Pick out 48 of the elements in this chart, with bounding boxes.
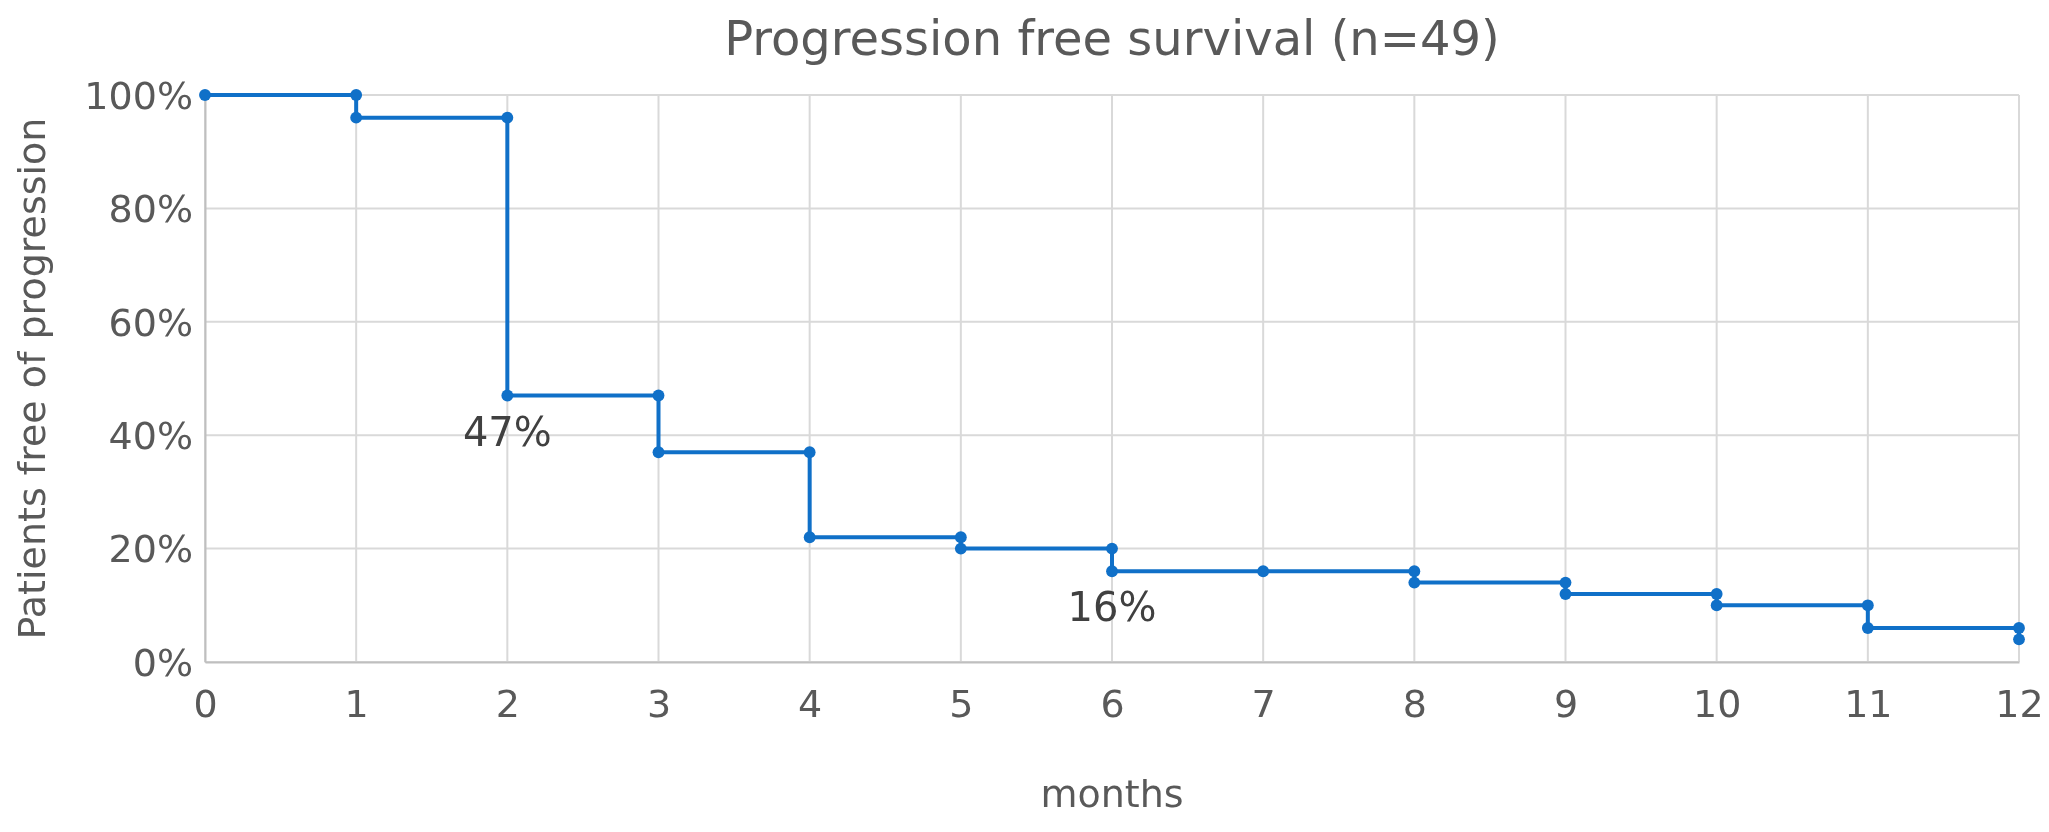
x-tick-label: 8 <box>1402 681 1427 726</box>
point <box>1710 588 1723 600</box>
x-axis-title: months <box>1040 772 1184 816</box>
y-tick-label: 80% <box>108 187 193 232</box>
point <box>1408 576 1421 589</box>
point <box>1257 565 1270 578</box>
y-tick-label: 100% <box>84 73 193 118</box>
x-tick-label: 1 <box>344 681 369 726</box>
point <box>1106 542 1118 555</box>
annotation: 47% <box>462 408 552 455</box>
y-tick-label: 0% <box>132 640 193 685</box>
point <box>803 531 816 544</box>
x-tick-label: 7 <box>1251 681 1276 726</box>
x-tick-label: 5 <box>949 681 974 726</box>
point <box>2013 633 2025 646</box>
point <box>803 446 816 459</box>
y-tick-label: 60% <box>108 300 193 345</box>
point <box>954 531 967 544</box>
point <box>350 111 363 124</box>
point <box>1408 565 1421 578</box>
y-axis-title: Patients free of progression <box>10 117 54 640</box>
x-tick-label: 10 <box>1692 681 1742 726</box>
x-tick-label: 12 <box>1995 681 2044 726</box>
point <box>199 89 211 101</box>
x-tick-label: 4 <box>798 681 823 726</box>
chart-title: Progression free survival (n=49) <box>724 10 1500 66</box>
point <box>652 446 665 459</box>
point <box>1106 565 1118 578</box>
x-tick-label: 0 <box>193 681 218 726</box>
y-tick-label: 40% <box>108 414 193 458</box>
point <box>1710 599 1723 612</box>
y-tick-label: 20% <box>108 527 193 572</box>
point <box>501 111 514 124</box>
point <box>2013 622 2025 634</box>
x-tick-label: 3 <box>646 681 672 726</box>
x-tick-label: 2 <box>495 681 520 726</box>
point <box>652 389 665 402</box>
annotation: 16% <box>1067 584 1157 631</box>
point <box>1559 576 1572 589</box>
point <box>350 89 363 101</box>
point <box>954 542 967 555</box>
point <box>1861 622 1874 634</box>
point <box>501 389 514 402</box>
x-tick-label: 11 <box>1844 681 1893 726</box>
x-tick-label: 6 <box>1100 681 1125 726</box>
point <box>1861 599 1874 612</box>
point <box>1559 588 1572 600</box>
x-tick-label: 9 <box>1553 681 1579 726</box>
